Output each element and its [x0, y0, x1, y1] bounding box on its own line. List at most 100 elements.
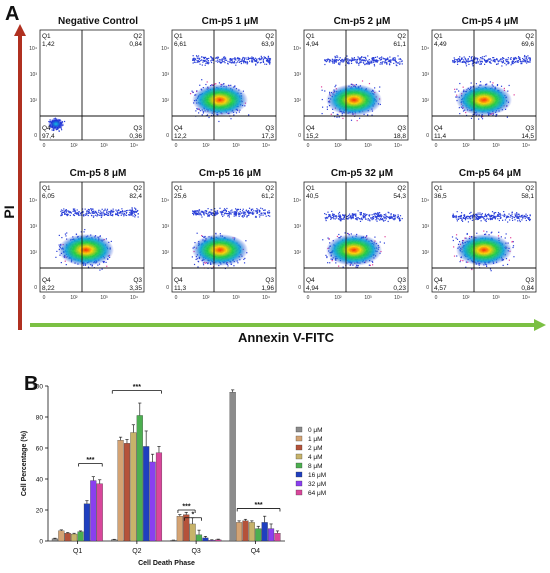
event-dot	[199, 84, 201, 86]
q1-label: Q1	[434, 33, 443, 40]
event-dot	[64, 233, 67, 235]
event-dot	[266, 59, 268, 61]
event-dot	[475, 61, 477, 63]
event-dot	[361, 56, 363, 58]
event-dot	[235, 213, 238, 215]
event-dot	[392, 218, 394, 220]
event-dot	[381, 215, 383, 217]
event-dot	[523, 59, 525, 61]
event-dot	[385, 60, 387, 62]
event-dot	[239, 212, 241, 214]
event-dot	[63, 208, 65, 210]
event-dot	[524, 61, 527, 63]
event-dot	[372, 57, 374, 59]
event-dot	[327, 211, 329, 213]
event-dot	[388, 63, 391, 65]
event-dot	[342, 61, 345, 63]
event-dot	[243, 215, 246, 217]
event-dot	[215, 60, 217, 62]
event-dot	[334, 218, 336, 220]
event-dot	[399, 58, 401, 60]
event-dot	[452, 60, 454, 62]
event-dot	[359, 62, 361, 64]
event-dot	[231, 62, 233, 64]
flow-plot: Cm-p5 2 μMQ14,94Q261,1Q318,8Q415,20010²1…	[293, 16, 409, 149]
event-dot	[200, 214, 202, 216]
event-dot	[456, 61, 458, 63]
event-dot	[260, 212, 262, 214]
event-dot	[367, 61, 369, 63]
event-dot	[238, 59, 240, 61]
event-dot	[69, 211, 71, 213]
event-dot	[262, 214, 264, 216]
event-dot	[371, 217, 373, 220]
event-dot	[527, 60, 529, 63]
event-dot	[524, 54, 526, 57]
event-cloud	[320, 55, 403, 122]
q1-label: Q1	[42, 185, 51, 192]
event-dot	[358, 62, 360, 65]
event-dot	[363, 215, 365, 218]
event-dot	[106, 211, 108, 213]
event-dot	[247, 58, 250, 60]
event-dot	[240, 62, 243, 65]
event-dot	[462, 110, 465, 112]
event-dot	[64, 212, 66, 214]
event-dot	[395, 62, 397, 64]
event-dot	[342, 214, 344, 217]
event-dot	[257, 209, 259, 211]
event-dot	[109, 214, 111, 216]
event-dot	[358, 218, 360, 220]
event-dot	[196, 59, 198, 62]
event-dot	[389, 64, 391, 66]
event-dot	[216, 210, 219, 212]
event-dot	[206, 59, 208, 61]
event-dot	[351, 57, 353, 59]
event-dot	[132, 215, 134, 217]
event-dot	[367, 62, 370, 64]
event-dot	[375, 60, 377, 62]
event-dot	[376, 61, 378, 63]
event-dot	[130, 214, 132, 216]
event-dot	[388, 61, 391, 63]
event-dot	[508, 61, 510, 64]
event-dot	[222, 215, 224, 218]
event-dot	[453, 61, 456, 64]
event-dot	[193, 263, 196, 266]
q4-label: Q4	[174, 277, 183, 284]
event-dot	[83, 213, 85, 216]
event-dot	[348, 62, 350, 64]
event-dot	[100, 212, 103, 214]
event-dot	[265, 58, 267, 60]
q2-label: Q2	[133, 33, 142, 40]
event-dot	[324, 63, 326, 66]
event-dot	[192, 210, 194, 212]
event-dot	[248, 214, 250, 216]
event-dot	[398, 217, 401, 219]
event-dot	[454, 61, 457, 63]
event-dot	[339, 59, 342, 62]
event-dot	[230, 58, 232, 60]
event-dot	[112, 213, 114, 216]
x-tick-label: 10³	[232, 143, 240, 149]
event-dot	[371, 62, 373, 64]
event-dot	[221, 58, 223, 60]
event-dot	[330, 217, 332, 219]
event-dot	[64, 209, 67, 211]
event-dot	[353, 57, 356, 59]
plot-title: Cm-p5 64 μM	[459, 168, 521, 179]
event-dot	[398, 218, 400, 220]
event-dot	[394, 59, 397, 61]
event-dot	[331, 60, 333, 62]
event-dot	[399, 63, 401, 65]
event-dot	[68, 211, 70, 213]
q2-value: 69,6	[521, 41, 534, 48]
event-dot	[216, 59, 219, 61]
event-dot	[394, 216, 396, 218]
event-dot	[516, 57, 518, 59]
event-dot	[268, 59, 270, 62]
event-dot	[121, 208, 123, 210]
event-dot	[259, 57, 261, 59]
event-dot	[340, 218, 342, 220]
event-dot	[104, 213, 106, 216]
